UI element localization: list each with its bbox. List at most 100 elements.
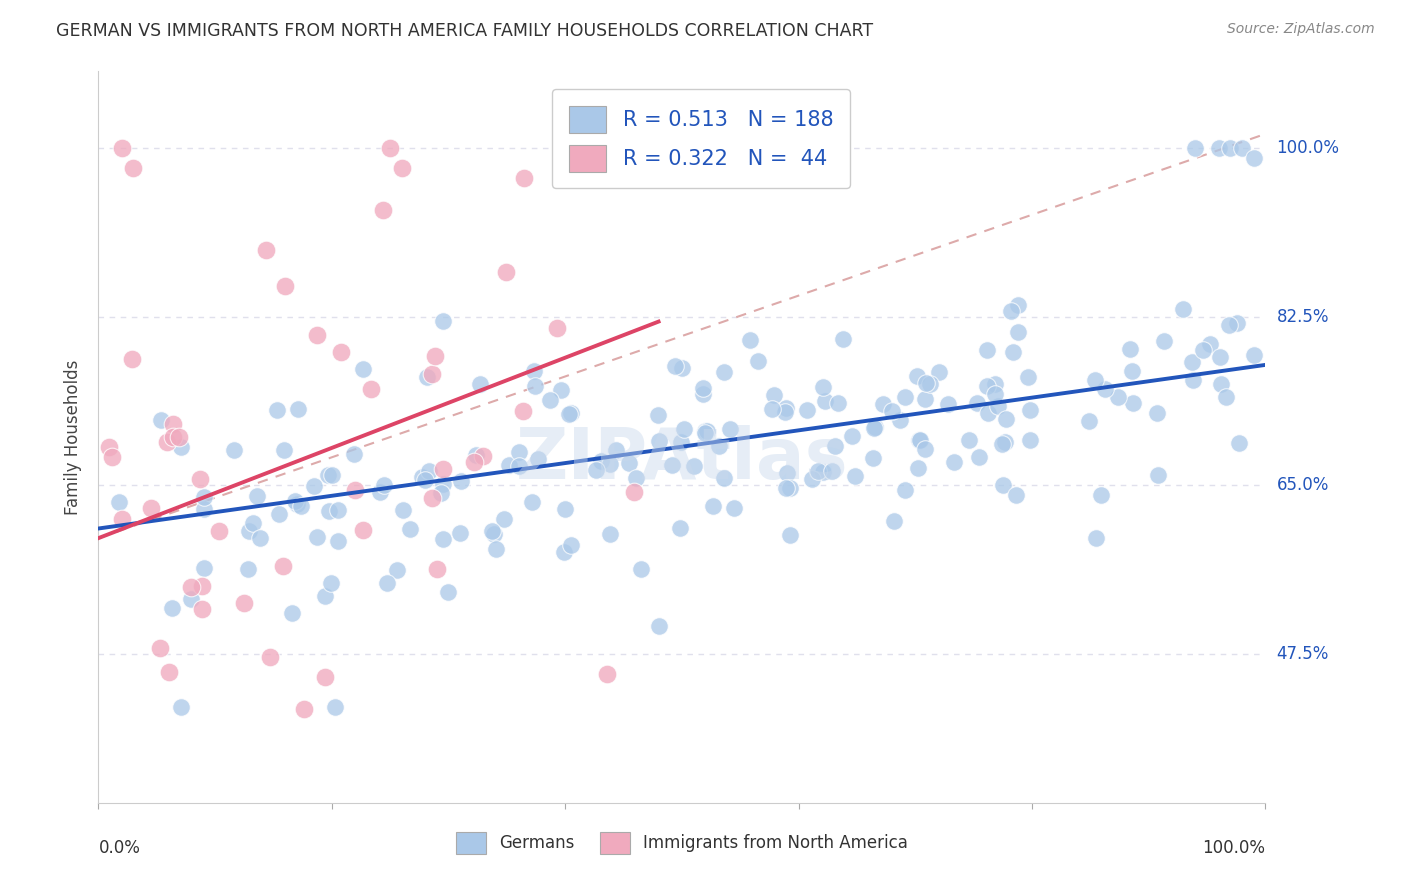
Point <box>193 490 215 504</box>
Point <box>807 464 830 478</box>
Point <box>914 442 936 456</box>
Point <box>259 650 281 665</box>
Point <box>1107 390 1129 404</box>
Point <box>391 161 413 175</box>
Point <box>287 401 309 416</box>
Point <box>914 392 936 407</box>
Point <box>883 514 905 528</box>
Point <box>1181 372 1204 386</box>
Point <box>671 360 693 375</box>
Point <box>1218 318 1240 333</box>
Point <box>1084 531 1107 545</box>
Point <box>1121 363 1143 377</box>
Point <box>1122 395 1144 409</box>
Point <box>907 460 929 475</box>
Point <box>169 699 191 714</box>
Point <box>630 562 652 576</box>
Point <box>841 429 863 443</box>
Point <box>648 434 671 448</box>
Point <box>162 430 184 444</box>
Point <box>928 365 950 379</box>
Text: 82.5%: 82.5% <box>1277 308 1329 326</box>
Point <box>464 449 486 463</box>
Point <box>481 524 503 538</box>
Point <box>193 502 215 516</box>
Point <box>623 485 645 500</box>
Point <box>371 202 394 217</box>
Point <box>775 481 797 495</box>
Point <box>416 370 439 384</box>
Point <box>523 364 546 378</box>
Point <box>984 387 1007 401</box>
Point <box>269 507 291 521</box>
Point <box>343 483 366 497</box>
Point <box>1192 343 1215 358</box>
Point <box>101 450 124 465</box>
Point <box>936 397 959 411</box>
Y-axis label: Family Households: Family Households <box>63 359 82 515</box>
Point <box>1018 402 1040 417</box>
Text: 65.0%: 65.0% <box>1277 476 1329 494</box>
Point <box>1199 337 1222 351</box>
Point <box>266 402 288 417</box>
Point <box>550 383 572 397</box>
Point <box>318 467 340 482</box>
Point <box>432 476 454 491</box>
Point <box>111 141 134 155</box>
Point <box>314 670 336 684</box>
Point <box>108 495 131 509</box>
Point <box>824 439 846 453</box>
Point <box>648 619 671 633</box>
Point <box>882 404 904 418</box>
Point <box>672 169 695 184</box>
Point <box>1146 467 1168 482</box>
Point <box>560 538 582 552</box>
Point <box>321 576 343 591</box>
Point <box>683 459 706 474</box>
Point <box>302 479 325 493</box>
Point <box>284 493 307 508</box>
Point <box>492 512 515 526</box>
Text: ZIPAtlas: ZIPAtlas <box>516 425 848 493</box>
Point <box>180 580 202 594</box>
Point <box>415 473 437 487</box>
Point <box>695 424 717 438</box>
Point <box>740 333 762 347</box>
Point <box>1227 435 1250 450</box>
Point <box>617 456 640 470</box>
Point <box>862 450 884 465</box>
Point <box>352 523 374 537</box>
Point <box>813 393 835 408</box>
Point <box>180 592 202 607</box>
Point <box>976 379 998 393</box>
Point <box>775 401 797 415</box>
Point <box>437 584 460 599</box>
Point <box>983 377 1005 392</box>
Point <box>1226 316 1249 330</box>
Point <box>314 589 336 603</box>
Point <box>672 421 695 435</box>
Point <box>596 667 619 681</box>
Point <box>375 576 398 591</box>
Point <box>527 452 550 467</box>
Point <box>398 522 420 536</box>
Point <box>811 465 834 479</box>
Point <box>1243 151 1265 165</box>
Point <box>193 561 215 575</box>
Point <box>149 640 172 655</box>
Point <box>776 466 799 480</box>
Point <box>449 525 471 540</box>
Point <box>591 454 613 468</box>
Point <box>775 405 797 419</box>
Point <box>150 413 173 427</box>
Point <box>669 435 692 450</box>
Point <box>862 421 884 435</box>
Point <box>554 501 576 516</box>
Point <box>977 406 1000 420</box>
Point <box>1146 406 1168 420</box>
Point <box>1007 298 1029 312</box>
Text: 0.0%: 0.0% <box>98 839 141 857</box>
Point <box>290 499 312 513</box>
Point <box>1119 342 1142 356</box>
Point <box>420 368 443 382</box>
